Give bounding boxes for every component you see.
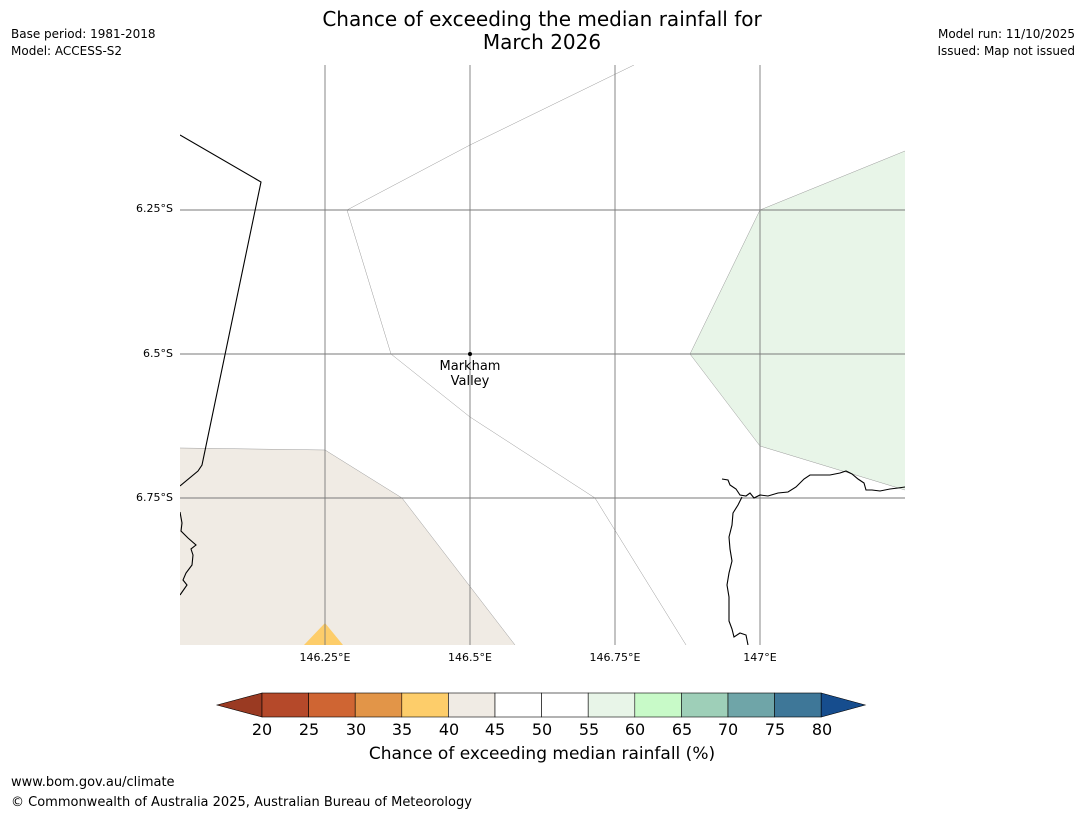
colorbar-segment bbox=[261, 692, 309, 718]
region-35-40 bbox=[304, 623, 343, 645]
lat-label-6-5: 6.5°S bbox=[143, 347, 173, 360]
colorbar-label: Chance of exceeding median rainfall (%) bbox=[368, 744, 716, 764]
colorbar-tick: 30 bbox=[345, 720, 367, 739]
colorbar-segment bbox=[634, 692, 682, 718]
lon-label-146-25: 146.25°E bbox=[299, 651, 351, 664]
colorbar-tick: 60 bbox=[624, 720, 646, 739]
colorbar-segment bbox=[448, 692, 496, 718]
meta-left: Base period: 1981-2018 Model: ACCESS-S2 bbox=[11, 26, 156, 60]
colorbar-segment bbox=[774, 692, 822, 718]
coastline bbox=[180, 511, 197, 596]
model-name: Model: ACCESS-S2 bbox=[11, 44, 123, 58]
colorbar-arrow-low bbox=[215, 692, 263, 718]
markham-valley-marker bbox=[468, 352, 472, 356]
colorbar-arrow-high bbox=[820, 692, 867, 718]
colorbar-segment bbox=[727, 692, 775, 718]
region-55-60 bbox=[690, 151, 905, 490]
map-title-line1: Chance of exceeding the median rainfall … bbox=[322, 7, 762, 31]
border-line bbox=[180, 134, 262, 487]
colorbar-segment bbox=[681, 692, 729, 718]
colorbar-tick: 50 bbox=[531, 720, 553, 739]
colorbar-segment bbox=[401, 692, 449, 718]
colorbar-tick: 55 bbox=[578, 720, 600, 739]
place-label-line1: Markham bbox=[439, 359, 501, 374]
place-label-line2: Valley bbox=[450, 374, 490, 389]
coastline bbox=[726, 496, 749, 645]
colorbar-tick: 65 bbox=[671, 720, 693, 739]
footer-copyright: © Commonwealth of Australia 2025, Austra… bbox=[11, 795, 472, 810]
place-label-markham-valley: Markham Valley bbox=[420, 359, 520, 389]
base-period: Base period: 1981-2018 bbox=[11, 27, 156, 41]
rainfall-map bbox=[180, 65, 905, 645]
contour-line bbox=[180, 447, 516, 645]
colorbar-tick: 35 bbox=[391, 720, 413, 739]
colorbar-tick: 75 bbox=[764, 720, 786, 739]
colorbar-segment bbox=[308, 692, 356, 718]
lon-label-146-5: 146.5°E bbox=[448, 651, 492, 664]
colorbar-segment bbox=[354, 692, 403, 718]
colorbar-tick: 80 bbox=[811, 720, 833, 739]
lon-label-147: 147°E bbox=[743, 651, 777, 664]
colorbar-tick: 45 bbox=[484, 720, 506, 739]
lon-label-146-75: 146.75°E bbox=[589, 651, 641, 664]
lat-label-6-75: 6.75°S bbox=[136, 491, 173, 504]
colorbar-segments bbox=[215, 692, 867, 718]
colorbar-segment bbox=[587, 692, 636, 718]
map-title-line2: March 2026 bbox=[482, 30, 602, 54]
issued-status: Issued: Map not issued bbox=[937, 44, 1075, 58]
map-title: Chance of exceeding the median rainfall … bbox=[242, 8, 842, 54]
coastlines bbox=[180, 134, 905, 645]
colorbar-tick: 70 bbox=[717, 720, 739, 739]
colorbar-tick: 20 bbox=[251, 720, 273, 739]
colorbar-segment bbox=[541, 692, 589, 718]
coastline bbox=[721, 470, 905, 499]
footer-url[interactable]: www.bom.gov.au/climate bbox=[11, 775, 175, 790]
colorbar-tick: 40 bbox=[438, 720, 460, 739]
colorbar bbox=[215, 692, 867, 718]
lat-label-6-25: 6.25°S bbox=[136, 202, 173, 215]
region-40-45 bbox=[180, 448, 515, 645]
colorbar-tick: 25 bbox=[298, 720, 320, 739]
model-run: Model run: 11/10/2025 bbox=[937, 27, 1075, 41]
meta-right: Model run: 11/10/2025 Issued: Map not is… bbox=[937, 26, 1075, 60]
colorbar-segment bbox=[494, 692, 542, 718]
